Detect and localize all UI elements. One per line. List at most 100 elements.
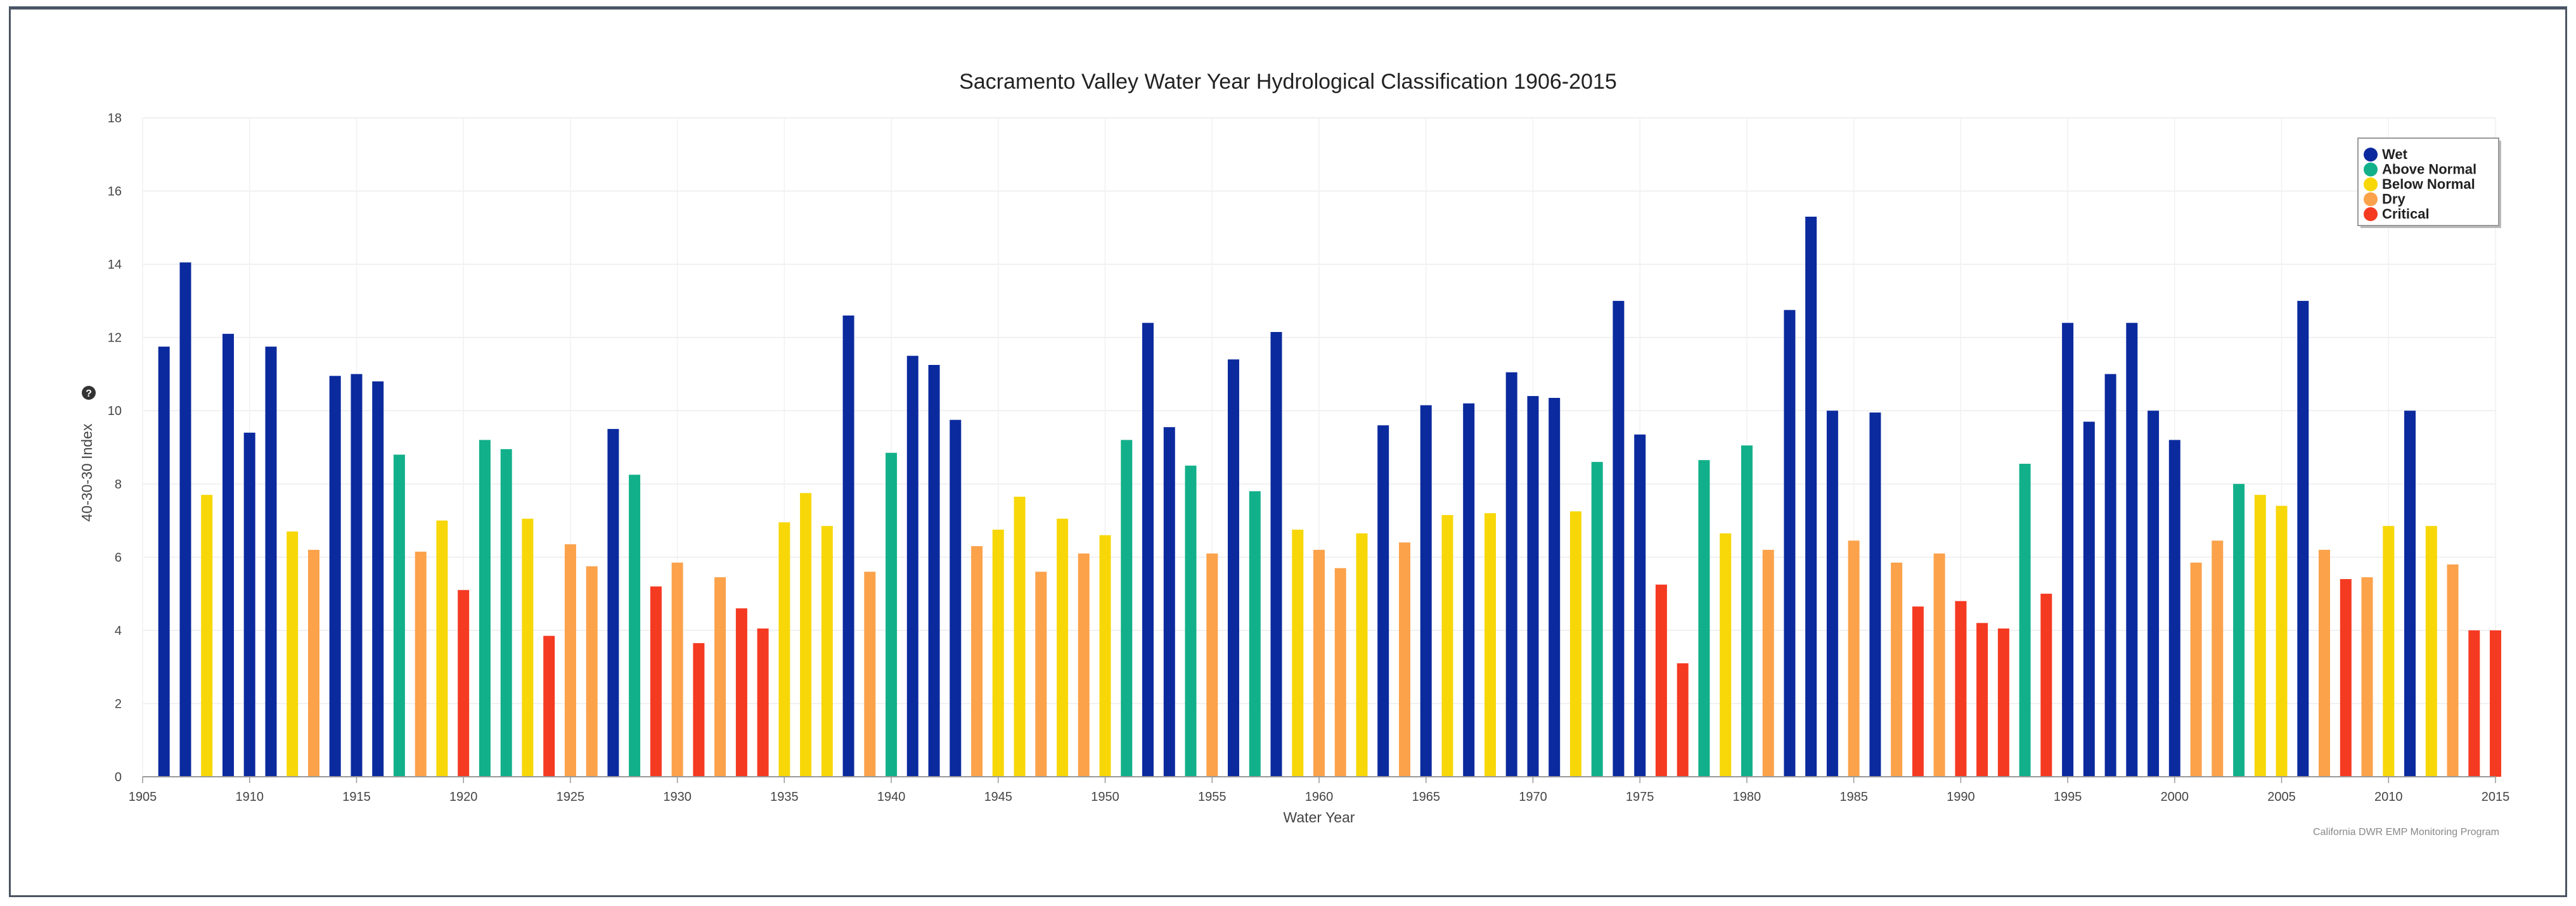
bar-1934[interactable]	[757, 628, 769, 777]
bar-1924[interactable]	[543, 635, 555, 777]
bar-1982[interactable]	[1784, 310, 1796, 777]
bar-1965[interactable]	[1420, 405, 1432, 777]
bar-1979[interactable]	[1720, 533, 1732, 777]
bar-1974[interactable]	[1613, 300, 1625, 777]
bar-1988[interactable]	[1912, 606, 1924, 777]
bar-2014[interactable]	[2468, 630, 2480, 777]
bar-1993[interactable]	[2019, 464, 2031, 777]
bar-1951[interactable]	[1121, 440, 1133, 777]
bar-2003[interactable]	[2233, 483, 2245, 777]
bar-1956[interactable]	[1228, 359, 1239, 777]
bar-2008[interactable]	[2340, 579, 2352, 777]
bar-1975[interactable]	[1634, 434, 1646, 777]
bar-1987[interactable]	[1891, 563, 1903, 777]
bar-1912[interactable]	[287, 531, 299, 777]
bar-1959[interactable]	[1292, 530, 1304, 777]
bar-2006[interactable]	[2297, 300, 2309, 777]
bar-1998[interactable]	[2126, 322, 2138, 777]
bar-1978[interactable]	[1698, 460, 1710, 777]
question-circle-icon[interactable]: ?	[82, 386, 96, 400]
bar-1936[interactable]	[800, 493, 812, 777]
bar-2010[interactable]	[2383, 526, 2395, 777]
bar-1909[interactable]	[222, 333, 234, 777]
bar-1946[interactable]	[1014, 497, 1026, 777]
bar-1932[interactable]	[714, 577, 726, 777]
bar-1930[interactable]	[671, 563, 683, 777]
bar-1972[interactable]	[1569, 511, 1581, 777]
bar-1906[interactable]	[158, 347, 170, 777]
bar-1955[interactable]	[1206, 553, 1218, 777]
bar-1954[interactable]	[1185, 465, 1197, 777]
bar-1919[interactable]	[436, 520, 448, 777]
bar-1920[interactable]	[458, 590, 470, 777]
bar-1914[interactable]	[329, 376, 341, 777]
bar-1991[interactable]	[1976, 623, 1988, 777]
bar-1964[interactable]	[1399, 542, 1410, 777]
bar-1990[interactable]	[1955, 601, 1967, 777]
bar-1941[interactable]	[906, 355, 918, 777]
bar-1918[interactable]	[415, 551, 427, 777]
bar-1927[interactable]	[607, 429, 619, 777]
bar-1957[interactable]	[1249, 491, 1261, 777]
bar-1994[interactable]	[2040, 594, 2052, 777]
bar-2005[interactable]	[2276, 506, 2288, 777]
bar-1977[interactable]	[1677, 663, 1689, 777]
bar-1999[interactable]	[2148, 411, 2160, 777]
bar-1938[interactable]	[842, 316, 854, 777]
bar-1948[interactable]	[1057, 518, 1069, 777]
bar-1984[interactable]	[1826, 411, 1838, 777]
bar-1989[interactable]	[1933, 553, 1945, 777]
bar-1944[interactable]	[971, 546, 983, 777]
bar-1981[interactable]	[1762, 549, 1774, 777]
bar-1933[interactable]	[735, 608, 747, 777]
bar-1931[interactable]	[693, 643, 705, 777]
bar-1916[interactable]	[372, 381, 384, 777]
bar-1971[interactable]	[1549, 398, 1561, 777]
bar-1908[interactable]	[201, 495, 213, 777]
bar-1935[interactable]	[778, 522, 790, 777]
bar-2013[interactable]	[2447, 564, 2459, 777]
bar-1943[interactable]	[950, 419, 962, 777]
bar-1996[interactable]	[2083, 421, 2095, 777]
bar-2015[interactable]	[2490, 630, 2501, 777]
bar-1983[interactable]	[1805, 217, 1817, 777]
bar-1985[interactable]	[1848, 540, 1860, 777]
bar-1992[interactable]	[1997, 628, 2009, 777]
bar-1940[interactable]	[886, 452, 898, 777]
bar-1961[interactable]	[1334, 568, 1346, 777]
bar-1939[interactable]	[864, 571, 876, 777]
bar-2004[interactable]	[2254, 495, 2266, 777]
bar-1995[interactable]	[2062, 322, 2074, 777]
bar-1928[interactable]	[629, 475, 641, 777]
bar-1952[interactable]	[1142, 322, 1154, 777]
bar-1921[interactable]	[479, 440, 491, 777]
bar-1922[interactable]	[500, 449, 512, 777]
bar-1923[interactable]	[522, 518, 534, 777]
bar-1925[interactable]	[564, 544, 576, 777]
bar-1953[interactable]	[1163, 427, 1175, 777]
bar-1937[interactable]	[821, 526, 833, 777]
bar-1968[interactable]	[1484, 513, 1496, 777]
bar-1970[interactable]	[1527, 396, 1539, 777]
bar-2007[interactable]	[2319, 549, 2330, 777]
bar-1942[interactable]	[928, 365, 940, 777]
bar-1966[interactable]	[1441, 514, 1453, 777]
bar-1915[interactable]	[351, 374, 363, 777]
bar-2009[interactable]	[2361, 577, 2373, 777]
bar-1962[interactable]	[1356, 533, 1368, 777]
bar-1910[interactable]	[243, 432, 255, 777]
bar-1958[interactable]	[1270, 332, 1282, 777]
bar-1945[interactable]	[992, 530, 1004, 777]
bar-2001[interactable]	[2190, 563, 2202, 777]
bar-1967[interactable]	[1463, 403, 1475, 777]
bar-2012[interactable]	[2425, 526, 2437, 777]
bar-1907[interactable]	[179, 262, 191, 777]
bar-1913[interactable]	[308, 549, 319, 777]
bar-1969[interactable]	[1505, 372, 1517, 777]
bar-1997[interactable]	[2104, 374, 2116, 777]
bar-1950[interactable]	[1099, 535, 1111, 777]
bar-2002[interactable]	[2212, 540, 2224, 777]
bar-1963[interactable]	[1377, 425, 1389, 777]
bar-1926[interactable]	[586, 566, 598, 777]
bar-1976[interactable]	[1655, 584, 1667, 777]
